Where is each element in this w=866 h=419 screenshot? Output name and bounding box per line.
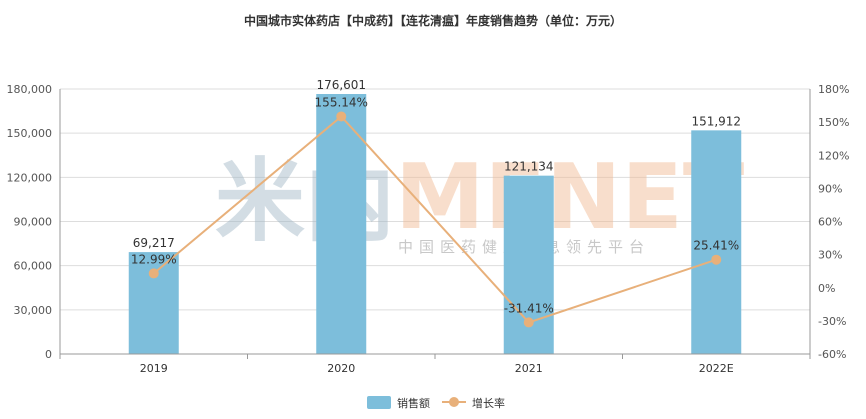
growth-point (336, 111, 347, 122)
x-tick-label: 2020 (327, 362, 355, 375)
growth-value-label: 12.99% (131, 252, 177, 266)
bar-series (128, 94, 742, 354)
watermark: 米内 MENET 中国医药健康信息领先平台 (215, 145, 744, 256)
bar-value-label: 151,912 (691, 114, 741, 128)
legend-line-marker (449, 397, 459, 407)
y-right-tick-label: -60% (818, 348, 846, 361)
y-right-tick-label: 0% (818, 282, 835, 295)
axes: 0 30,000 60,000 90,000 120,000 150,000 180,000… (7, 83, 850, 375)
bar (691, 130, 742, 354)
bar-value-label: 69,217 (133, 236, 175, 250)
x-tick-label: 2022E (699, 362, 734, 375)
legend-line-label: 增长率 (472, 396, 505, 410)
growth-value-label: -31.41% (504, 301, 554, 315)
y-right-tick-label: 180% (818, 83, 849, 96)
x-tick-label: 2019 (140, 362, 168, 375)
chart-title: 中国城市实体药店【中成药】【连花清瘟】年度销售趋势（单位：万元） (243, 14, 622, 28)
growth-line (153, 115, 717, 324)
bar-value-label: 121,134 (504, 160, 554, 174)
legend-bar-swatch (367, 396, 391, 409)
data-labels: 69,217 176,601 121,134 151,912 12.99% 155.14%… (131, 78, 741, 315)
bar-value-label: 176,601 (316, 78, 366, 92)
line-series (148, 111, 722, 328)
y-left-tick-label: 150,000 (7, 127, 53, 140)
y-left-tick-label: 180,000 (7, 83, 53, 96)
bar (128, 252, 179, 354)
bar (316, 94, 367, 354)
legend-bar-label: 销售额 (397, 396, 430, 410)
growth-value-label: 25.41% (693, 239, 739, 253)
y-left-tick-label: 0 (45, 348, 52, 361)
y-right-tick-label: 30% (818, 249, 842, 262)
y-right-tick-label: 90% (818, 182, 842, 195)
y-right-tick-label: 150% (818, 116, 849, 129)
watermark-brand: MENET (395, 145, 744, 250)
y-right-tick-label: 120% (818, 149, 849, 162)
legend: 销售额 增长率 (367, 396, 505, 410)
y-left-tick-label: 30,000 (14, 304, 53, 317)
y-left-tick-label: 90,000 (14, 216, 53, 229)
growth-point (523, 317, 534, 328)
growth-value-label: 155.14% (315, 95, 368, 109)
x-tick-label: 2021 (515, 362, 543, 375)
watermark-left: 米内 (215, 149, 395, 254)
y-left-tick-label: 60,000 (14, 260, 53, 273)
y-left-tick-label: 120,000 (7, 171, 53, 184)
growth-point (711, 254, 722, 265)
growth-point (148, 268, 159, 279)
y-right-tick-label: 60% (818, 216, 842, 229)
y-right-tick-label: -30% (818, 315, 846, 328)
